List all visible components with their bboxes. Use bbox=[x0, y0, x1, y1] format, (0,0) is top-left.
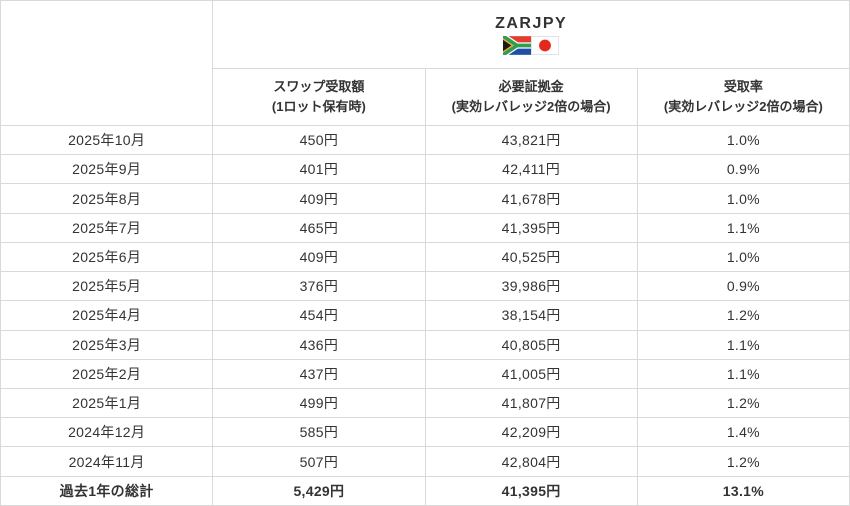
margin-cell: 40,805円 bbox=[424, 329, 638, 360]
col-header-margin-line2: (実効レバレッジ2倍の場合) bbox=[451, 99, 611, 114]
corner-empty-cell bbox=[0, 0, 214, 126]
rate-cell: 1.0% bbox=[636, 241, 850, 273]
swap-cell: 376円 bbox=[212, 271, 426, 302]
margin-cell: 41,395円 bbox=[424, 212, 638, 243]
swap-cell: 409円 bbox=[212, 241, 426, 273]
column-header-row: スワップ受取額 (1ロット保有時) 必要証拠金 (実効レバレッジ2倍の場合) 受… bbox=[1, 68, 850, 126]
swap-cell: 401円 bbox=[212, 154, 426, 185]
table-row: 2025年9月 401円 42,411円 0.9% bbox=[0, 154, 850, 185]
table-row: 2025年3月 436円 40,805円 1.1% bbox=[0, 329, 850, 360]
rate-cell: 0.9% bbox=[636, 271, 850, 302]
total-row: 過去1年の総計 5,429円 41,395円 13.1% bbox=[0, 475, 850, 506]
month-cell: 2025年7月 bbox=[0, 212, 214, 243]
col-header-swap-line2: (1ロット保有時) bbox=[271, 99, 366, 114]
month-cell: 2025年6月 bbox=[0, 241, 214, 273]
total-rate-cell: 13.1% bbox=[636, 475, 850, 506]
col-header-rate-line1: 受取率 bbox=[723, 78, 763, 94]
total-margin-cell: 41,395円 bbox=[424, 475, 638, 506]
margin-cell: 38,154円 bbox=[424, 300, 638, 331]
month-cell: 2025年1月 bbox=[0, 387, 214, 419]
table-row: 2025年10月 450円 43,821円 1.0% bbox=[0, 124, 850, 156]
rate-cell: 1.1% bbox=[636, 212, 850, 243]
swap-cell: 499円 bbox=[212, 387, 426, 419]
margin-cell: 41,678円 bbox=[424, 183, 638, 214]
table-row: 2025年4月 454円 38,154円 1.2% bbox=[0, 300, 850, 331]
margin-cell: 40,525円 bbox=[424, 241, 638, 273]
col-header-margin: 必要証拠金 (実効レバレッジ2倍の場合) bbox=[424, 68, 638, 126]
table-row: 2025年5月 376円 39,986円 0.9% bbox=[0, 271, 850, 302]
margin-cell: 42,209円 bbox=[424, 417, 638, 448]
table-row: 2025年6月 409円 40,525円 1.0% bbox=[0, 241, 850, 273]
swap-cell: 465円 bbox=[212, 212, 426, 243]
total-swap-cell: 5,429円 bbox=[212, 475, 426, 506]
rate-cell: 1.2% bbox=[636, 446, 850, 477]
south-africa-flag-icon bbox=[503, 35, 532, 55]
margin-cell: 41,005円 bbox=[424, 358, 638, 389]
rate-cell: 1.1% bbox=[636, 358, 850, 389]
swap-cell: 507円 bbox=[212, 446, 426, 477]
month-cell: 2024年12月 bbox=[0, 417, 214, 448]
month-cell: 2025年3月 bbox=[0, 329, 214, 360]
month-cell: 2024年11月 bbox=[0, 446, 214, 477]
rate-cell: 1.0% bbox=[636, 183, 850, 214]
swap-cell: 437円 bbox=[212, 358, 426, 389]
margin-cell: 43,821円 bbox=[424, 124, 638, 156]
rate-cell: 1.2% bbox=[636, 387, 850, 419]
swap-cell: 585円 bbox=[212, 417, 426, 448]
rate-cell: 1.1% bbox=[636, 329, 850, 360]
col-header-margin-line1: 必要証拠金 bbox=[498, 78, 564, 94]
margin-cell: 39,986円 bbox=[424, 271, 638, 302]
table-row: 2025年2月 437円 41,005円 1.1% bbox=[0, 358, 850, 389]
month-cell: 2025年4月 bbox=[0, 300, 214, 331]
col-header-swap: スワップ受取額 (1ロット保有時) bbox=[212, 68, 426, 126]
pair-header-cell: ZARJPY bbox=[212, 0, 850, 69]
swap-cell: 409円 bbox=[212, 183, 426, 214]
pair-title: ZARJPY bbox=[495, 14, 568, 32]
rate-cell: 1.0% bbox=[636, 124, 850, 156]
col-header-rate-line2: (実効レバレッジ2倍の場合) bbox=[663, 99, 823, 114]
rate-cell: 1.4% bbox=[636, 417, 850, 448]
margin-cell: 42,804円 bbox=[424, 446, 638, 477]
pair-flags bbox=[213, 35, 849, 55]
table-row: 2024年12月 585円 42,209円 1.4% bbox=[0, 417, 850, 448]
margin-cell: 42,411円 bbox=[424, 154, 638, 185]
margin-cell: 41,807円 bbox=[424, 387, 638, 419]
swap-cell: 454円 bbox=[212, 300, 426, 331]
month-cell: 2025年5月 bbox=[0, 271, 214, 302]
col-header-rate: 受取率 (実効レバレッジ2倍の場合) bbox=[636, 68, 850, 126]
table-row: 2025年7月 465円 41,395円 1.1% bbox=[0, 212, 850, 243]
japan-flag-icon bbox=[531, 35, 560, 55]
month-cell: 2025年8月 bbox=[0, 183, 214, 214]
rate-cell: 0.9% bbox=[636, 154, 850, 185]
swap-cell: 436円 bbox=[212, 329, 426, 360]
table-row: 2024年11月 507円 42,804円 1.2% bbox=[0, 446, 850, 477]
month-cell: 2025年2月 bbox=[0, 358, 214, 389]
col-header-swap-line1: スワップ受取額 bbox=[273, 78, 365, 94]
month-cell: 2025年9月 bbox=[0, 154, 214, 185]
pair-header-row: ZARJPY bbox=[0, 0, 850, 126]
month-cell: 2025年10月 bbox=[0, 124, 214, 156]
swap-cell: 450円 bbox=[212, 124, 426, 156]
table-row: 2025年8月 409円 41,678円 1.0% bbox=[0, 183, 850, 214]
total-label-cell: 過去1年の総計 bbox=[0, 475, 214, 506]
table-row: 2025年1月 499円 41,807円 1.2% bbox=[0, 387, 850, 419]
rate-cell: 1.2% bbox=[636, 300, 850, 331]
